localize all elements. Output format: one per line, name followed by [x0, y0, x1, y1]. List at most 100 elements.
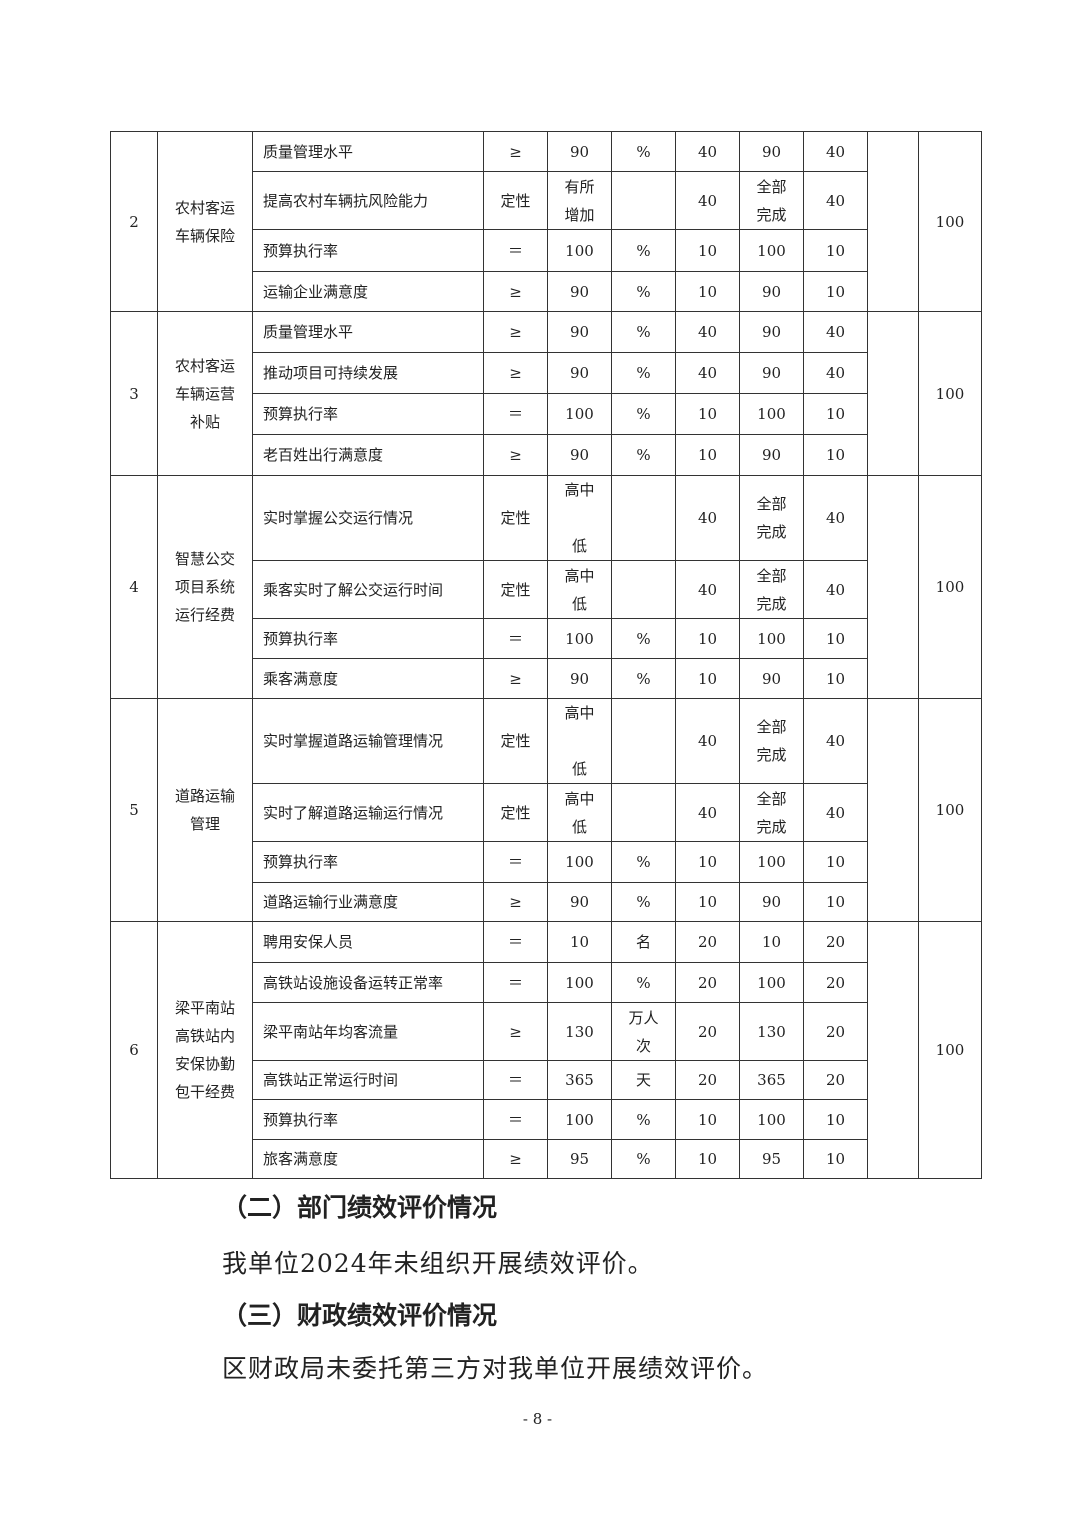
score-cell: 10	[803, 618, 868, 659]
unit-cell: 天	[611, 1060, 676, 1100]
indicator-cell: 道路运输行业满意度	[252, 882, 484, 922]
weight-cell: 10	[675, 393, 740, 435]
total-score-cell: 100	[918, 698, 982, 922]
indicator-cell: 预算执行率	[252, 229, 484, 272]
operator-cell: ＝	[483, 1099, 548, 1140]
total-score-cell: 100	[918, 921, 982, 1179]
indicator-cell: 质量管理水平	[252, 311, 484, 353]
operator-cell: 定性	[483, 560, 548, 619]
operator-cell: ≥	[483, 1002, 548, 1061]
target-value-cell: 90	[547, 434, 612, 476]
indicator-cell: 预算执行率	[252, 618, 484, 659]
operator-cell: ≥	[483, 1139, 548, 1179]
indicator-cell: 质量管理水平	[252, 131, 484, 172]
operator-cell: ≥	[483, 434, 548, 476]
unit-cell: %	[611, 393, 676, 435]
target-value-cell: 90	[547, 271, 612, 312]
table-row: 预算执行率＝ 100% 10 100 10	[111, 618, 982, 659]
operator-cell: ≥	[483, 311, 548, 353]
operator-cell: ＝	[483, 841, 548, 883]
score-cell: 40	[803, 560, 868, 619]
row-number-cell: 3	[110, 311, 158, 476]
actual-value-cell: 90	[739, 271, 804, 312]
indicator-cell: 实时掌握公交运行情况	[252, 475, 484, 561]
row-number-cell: 4	[110, 475, 158, 699]
operator-cell: ＝	[483, 229, 548, 272]
target-value-cell: 有所 增加	[547, 171, 612, 230]
unit-cell: %	[611, 1139, 676, 1179]
table-row: 道路运输行业满意度 ≥90% 10 90 10	[111, 882, 982, 922]
weight-cell: 10	[675, 618, 740, 659]
unit-cell: 名	[611, 921, 676, 963]
score-cell: 20	[803, 962, 868, 1003]
operator-cell: ≥	[483, 352, 548, 394]
blank-cell	[867, 698, 919, 922]
score-cell: 20	[803, 921, 868, 963]
blank-cell	[867, 921, 919, 1179]
operator-cell: ≥	[483, 882, 548, 922]
target-value-cell: 90	[547, 658, 612, 699]
target-value-cell: 高中 低	[547, 783, 612, 842]
score-cell: 20	[803, 1060, 868, 1100]
operator-cell: ≥	[483, 271, 548, 312]
project-name-cell: 梁平南站 高铁站内 安保协勤 包干经费	[157, 921, 253, 1179]
target-value-cell: 90	[547, 352, 612, 394]
weight-cell: 40	[675, 475, 740, 561]
operator-cell: ＝	[483, 1060, 548, 1100]
actual-value-cell: 全部 完成	[739, 475, 804, 561]
score-cell: 10	[803, 841, 868, 883]
operator-cell: ＝	[483, 393, 548, 435]
weight-cell: 10	[675, 434, 740, 476]
indicator-cell: 预算执行率	[252, 841, 484, 883]
weight-cell: 40	[675, 783, 740, 842]
table-row: 预算执行率＝ 100% 10 100 10	[111, 1099, 982, 1140]
score-cell: 40	[803, 475, 868, 561]
unit-cell: %	[611, 229, 676, 272]
indicator-cell: 实时掌握道路运输管理情况	[252, 698, 484, 784]
indicator-cell: 乘客实时了解公交运行时间	[252, 560, 484, 619]
actual-value-cell: 95	[739, 1139, 804, 1179]
actual-value-cell: 100	[739, 393, 804, 435]
total-score-cell: 100	[918, 475, 982, 699]
actual-value-cell: 90	[739, 352, 804, 394]
target-value-cell: 100	[547, 962, 612, 1003]
weight-cell: 40	[675, 131, 740, 172]
score-cell: 10	[803, 882, 868, 922]
indicator-cell: 预算执行率	[252, 393, 484, 435]
weight-cell: 40	[675, 352, 740, 394]
operator-cell: ≥	[483, 131, 548, 172]
score-cell: 40	[803, 131, 868, 172]
actual-value-cell: 90	[739, 311, 804, 353]
unit-cell	[611, 698, 676, 784]
indicator-cell: 聘用安保人员	[252, 921, 484, 963]
indicator-cell: 推动项目可持续发展	[252, 352, 484, 394]
score-cell: 40	[803, 171, 868, 230]
table-row: 旅客满意度 ≥95% 10 95 10	[111, 1139, 982, 1179]
indicator-cell: 运输企业满意度	[252, 271, 484, 312]
unit-cell: %	[611, 311, 676, 353]
operator-cell: ≥	[483, 658, 548, 699]
target-value-cell: 130	[547, 1002, 612, 1061]
score-cell: 10	[803, 229, 868, 272]
indicator-cell: 高铁站设施设备运转正常率	[252, 962, 484, 1003]
score-cell: 20	[803, 1002, 868, 1061]
weight-cell: 10	[675, 229, 740, 272]
target-value-cell: 高中 低	[547, 560, 612, 619]
target-value-cell: 90	[547, 131, 612, 172]
table-row: 2 农村客运 车辆保险 质量管理水平 ≥90% 40 90 40 100	[110, 131, 982, 312]
actual-value-cell: 90	[739, 131, 804, 172]
section-text-finance: 区财政局未委托第三方对我单位开展绩效评价。	[222, 1354, 769, 1383]
table-row: 高铁站设施设备运转正常率＝ 100% 20 100 20	[111, 962, 982, 1003]
page-number: - 8 -	[522, 1410, 553, 1428]
target-value-cell: 100	[547, 229, 612, 272]
actual-value-cell: 90	[739, 882, 804, 922]
table-row: 预算执行率＝ 100% 10 100 10	[111, 841, 982, 883]
section-text-dept: 我单位2024年未组织开展绩效评价。	[222, 1249, 654, 1278]
unit-cell: 万人 次	[611, 1002, 676, 1061]
weight-cell: 20	[675, 962, 740, 1003]
table-row: 3 农村客运 车辆运营 补贴 质量管理水平 ≥90% 40 90 40 100	[110, 311, 982, 476]
score-cell: 40	[803, 698, 868, 784]
indicator-cell: 提高农村车辆抗风险能力	[252, 171, 484, 230]
unit-cell: %	[611, 131, 676, 172]
weight-cell: 10	[675, 1139, 740, 1179]
